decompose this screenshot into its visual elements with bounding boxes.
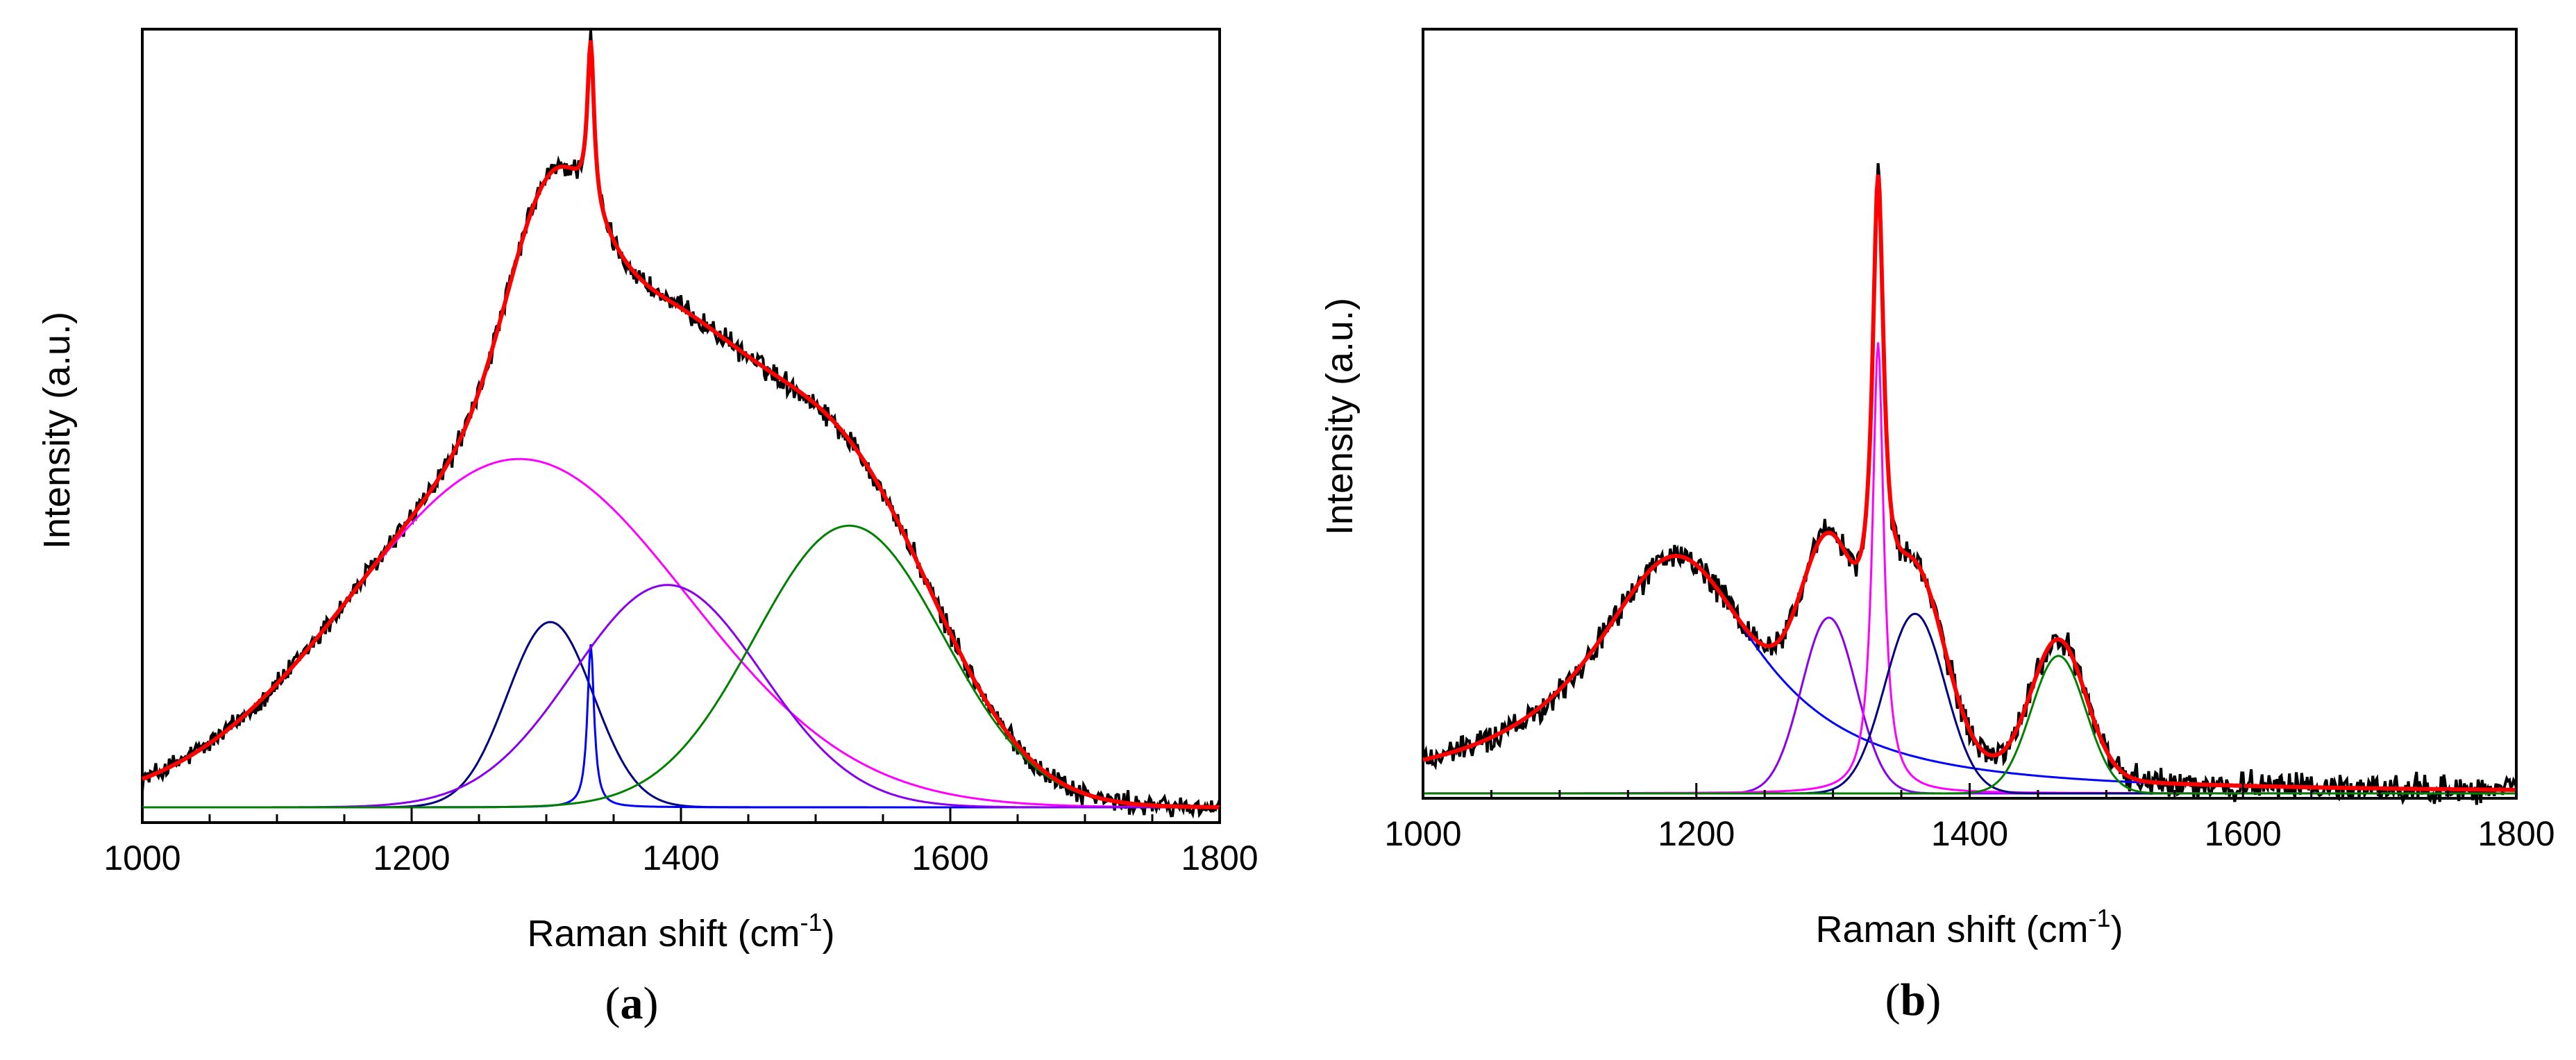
panel-b-component-1 [1422, 555, 2516, 791]
panel-a-component-5 [142, 524, 1220, 809]
panel-a: 1000 1200 1400 1600 1800 Raman shift (cm-1) … [36, 28, 1258, 1029]
panel-b-x-axis-label: Raman shift (cm-1) [1815, 904, 2123, 950]
panel-b-tick-label-1400: 1400 [1931, 814, 2008, 853]
panel-b-plot-frame [1422, 28, 2518, 800]
panel-a-tick-label-1600: 1600 [911, 839, 988, 877]
panel-a-x-ticks: 1000 1200 1400 1600 1800 [103, 807, 1258, 877]
panel-a-tick-label-1000: 1000 [103, 839, 180, 877]
panel-b-y-axis-label: Intensity (a.u.) [1319, 298, 1361, 535]
panel-b-component-4 [1423, 612, 2516, 795]
panel-b-tick-label-1200: 1200 [1658, 814, 1735, 853]
panel-b-measured-spectrum [1422, 162, 2518, 805]
panel-b: 1000 1200 1400 1600 1800 Raman shift (cm-1) … [1319, 28, 2555, 1025]
panel-b-fit-curve [1422, 174, 2516, 792]
panel-a-y-axis-label: Intensity (a.u.) [36, 312, 78, 549]
panel-b-tick-label-1600: 1600 [2205, 814, 2282, 853]
panel-a-x-axis-label: Raman shift (cm-1) [527, 908, 834, 954]
panel-b-label: (b) [1885, 975, 1942, 1025]
panel-b-tick-label-1000: 1000 [1384, 814, 1461, 853]
panel-a-component-1 [142, 457, 1220, 809]
panel-a-label: (a) [605, 978, 659, 1029]
panel-a-tick-label-1800: 1800 [1181, 839, 1258, 877]
panel-a-fit-curve [141, 40, 1220, 809]
panel-a-curves [141, 30, 1221, 819]
panel-a-tick-label-1200: 1200 [373, 839, 450, 877]
panel-b-x-ticks: 1000 1200 1400 1600 1800 [1384, 783, 2555, 853]
panel-a-tick-label-1400: 1400 [642, 839, 719, 877]
panel-b-curves [1422, 162, 2518, 805]
panel-a-plot-frame [141, 28, 1221, 824]
panel-a-measured-spectrum [141, 30, 1221, 819]
panel-b-tick-label-1800: 1800 [2477, 814, 2554, 853]
